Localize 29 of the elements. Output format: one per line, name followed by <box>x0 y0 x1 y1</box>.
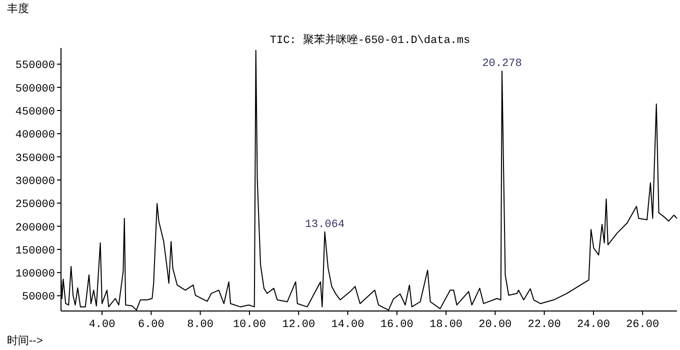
x-axis-title: 时间--> <box>7 334 43 347</box>
x-tick-label: 24.00 <box>576 319 610 331</box>
x-tick-label: 6.00 <box>138 319 164 331</box>
y-tick-label: 350000 <box>15 152 55 165</box>
y-tick-label: 550000 <box>15 60 55 72</box>
y-tick-label: 400000 <box>15 130 55 142</box>
x-tick-label: 26.00 <box>626 319 660 331</box>
y-tick-label: 500000 <box>15 83 55 96</box>
y-tick-label: 150000 <box>15 245 55 258</box>
x-tick-label: 20.00 <box>478 319 512 331</box>
y-tick-label: 450000 <box>15 106 55 119</box>
chart-title: TIC: 聚苯并咪唑-650-01.D\data.ms <box>270 33 470 47</box>
x-tick-label: 18.00 <box>430 319 463 331</box>
annotation: 20.278 <box>482 58 522 70</box>
y-tick-label: 50000 <box>22 292 55 304</box>
y-axis-title: 丰度 <box>7 2 29 15</box>
x-tick-label: 22.00 <box>528 319 561 331</box>
x-tick-label: 12.00 <box>282 319 316 331</box>
x-tick-label: 14.00 <box>331 319 364 331</box>
y-tick-label: 100000 <box>15 268 55 281</box>
x-tick-label: 4.00 <box>88 319 116 331</box>
annotation: 13.064 <box>304 218 345 231</box>
line-series <box>60 50 678 311</box>
y-tick-label: 300000 <box>15 176 55 188</box>
x-tick-label: 8.00 <box>187 319 214 331</box>
y-tick-label: 250000 <box>15 199 55 212</box>
x-tick-label: 10.00 <box>232 319 266 331</box>
x-tick-label: 16.00 <box>380 319 414 331</box>
y-tick-label: 200000 <box>15 222 55 234</box>
